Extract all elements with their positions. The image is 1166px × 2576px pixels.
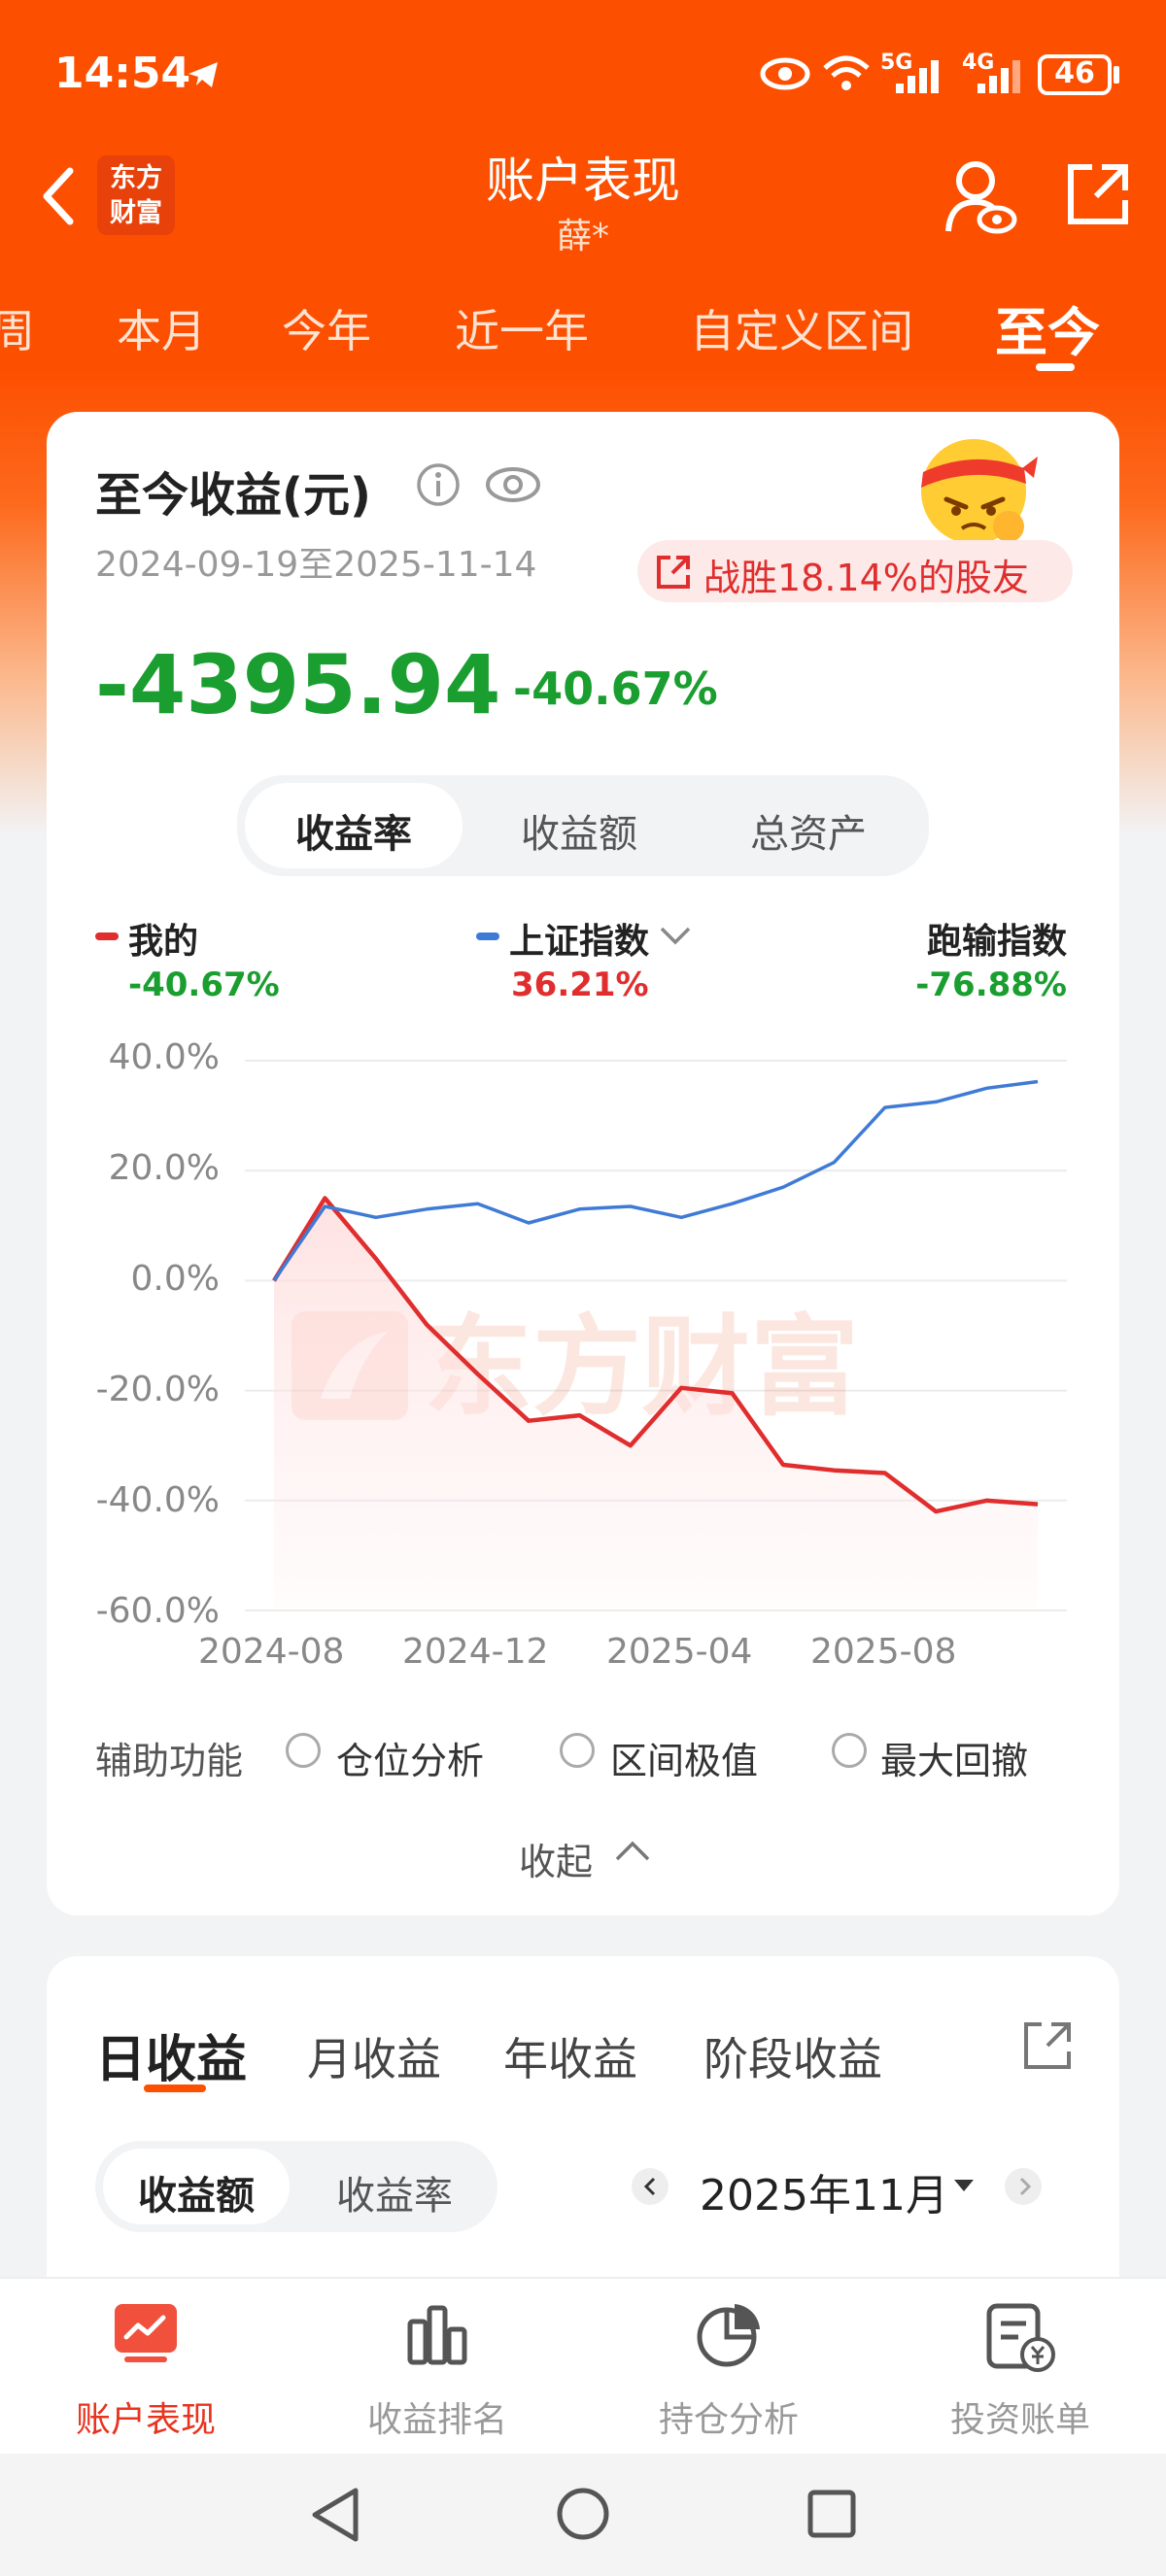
bar-chart-icon [407,2305,467,2365]
pie-chart-icon [697,2304,760,2367]
y-tick-label: -40.0% [95,1480,220,1520]
aux-option-position[interactable]: 仓位分析 [336,1740,485,1782]
mine-area-fill [274,1198,1038,1610]
tab-custom-range[interactable]: 自定义区间 [690,305,913,357]
share-income-icon[interactable] [1020,2018,1075,2073]
income-tab-daily[interactable]: 日收益 [95,2031,248,2089]
y-tick-label: -20.0% [95,1370,220,1409]
income-toggle-amount-label: 收益额 [138,2174,255,2219]
external-link-icon [657,556,690,589]
return-chart[interactable]: 东方财富 [0,0,1166,1671]
signal-icon-2 [977,60,1020,93]
user-view-icon[interactable] [944,157,1018,235]
network-5g-label: 5G [880,51,913,75]
metric-tab-profit-amount[interactable]: 收益额 [521,812,637,857]
nav-label-holding-analysis: 持仓分析 [658,2400,799,2440]
brand-logo: 东方 财富 [97,155,175,235]
summary-card [47,412,1119,1915]
battery-tip [1114,66,1119,84]
series-line-mine [272,1196,1039,1514]
y-tick-label: 0.0% [130,1259,220,1299]
income-tab-yearly[interactable]: 年收益 [503,2033,637,2085]
info-icon[interactable] [416,462,461,507]
y-tick-label: -60.0% [95,1591,220,1631]
network-4g-label: 4G [962,51,995,75]
x-tick-label: 2025-08 [810,1632,957,1672]
back-arrow-icon[interactable] [39,165,78,227]
nav-label-profit-ranking: 收益排名 [366,2400,507,2440]
beat-badge-text: 战胜18.14%的股友 [703,557,1029,599]
caret-down-icon[interactable] [952,2178,976,2193]
total-profit-rate: -40.67% [513,662,718,715]
legend-beat-label: 跑输指数 [926,922,1067,962]
share-icon[interactable] [1063,159,1133,229]
nav-label-investment-bill: 投资账单 [949,2400,1090,2440]
chevron-left-icon [643,2177,656,2196]
radio-max-drawdown[interactable] [832,1733,867,1768]
metric-tab-return-rate-label: 收益率 [295,812,412,857]
tab-to-date[interactable]: 至今 [995,302,1100,363]
system-nav-bar [0,2454,1166,2576]
summary-title: 至今收益(元) [95,468,371,523]
page-title: 账户表现 [486,153,680,209]
eye-status-icon [760,57,810,90]
total-profit-amount: -4395.94 [95,637,501,732]
legend-index-swatch [476,932,499,940]
legend-mine-swatch [95,932,119,940]
x-tick-label: 2025-04 [606,1632,753,1672]
income-toggle-amount[interactable] [103,2149,290,2224]
angry-emoji-icon [921,439,1038,544]
income-tab-indicator [144,2085,206,2092]
battery-icon [1038,54,1112,95]
radio-position-analysis[interactable] [286,1733,321,1768]
aux-option-extremes[interactable]: 区间极值 [610,1740,759,1782]
radio-range-extremes[interactable] [560,1733,595,1768]
status-time: 14:54 [54,49,191,98]
eye-toggle-icon[interactable] [484,464,542,505]
nav-label-account-performance: 账户表现 [75,2400,216,2440]
chart-screen-icon [115,2304,177,2362]
aux-option-drawdown[interactable]: 最大回撤 [880,1740,1029,1782]
wifi-icon [823,55,870,90]
chevron-right-icon [1019,2177,1032,2196]
income-tab-stage[interactable]: 阶段收益 [703,2033,882,2085]
system-home-icon[interactable] [556,2487,610,2541]
x-tick-label: 2024-12 [402,1632,549,1672]
legend-beat-value: -76.88% [915,966,1067,1004]
y-tick-label: 40.0% [108,1037,220,1077]
telegram-icon [189,62,218,87]
beat-badge[interactable] [637,540,1073,602]
bottom-nav [0,2277,1166,2454]
x-tick-label: 2024-08 [198,1632,345,1672]
legend-index-value: 36.21% [511,966,649,1004]
month-prev-button[interactable] [632,2168,669,2205]
aux-title: 辅助功能 [95,1740,244,1782]
account-name: 薛* [556,217,609,256]
date-range: 2024-09-19至2025-11-14 [95,545,537,585]
system-back-icon[interactable] [309,2487,361,2543]
month-next-button[interactable] [1005,2168,1042,2205]
legend-index-label[interactable]: 上证指数 [509,922,650,962]
metric-tab-return-rate[interactable] [245,783,463,868]
month-selector[interactable]: 2025年11月 [700,2171,948,2220]
chevron-down-icon[interactable] [659,925,692,946]
signal-icon [896,60,939,93]
collapse-label[interactable]: 收起 [519,1841,594,1883]
system-recents-icon[interactable] [806,2489,857,2539]
legend-mine-value: -40.67% [128,966,280,1004]
income-tab-monthly[interactable]: 月收益 [307,2033,441,2085]
tab-this-month[interactable]: 本月 [117,305,206,357]
tab-this-year[interactable]: 今年 [282,305,371,357]
income-toggle-rate[interactable]: 收益率 [336,2174,453,2219]
tab-week[interactable]: 周 [0,305,35,357]
metric-tab-total-assets[interactable]: 总资产 [750,812,867,857]
y-tick-label: 20.0% [108,1148,220,1188]
chevron-up-icon[interactable] [614,1840,651,1863]
tab-past-year[interactable]: 近一年 [455,305,589,357]
bill-icon [986,2303,1055,2372]
series-line-index [272,1079,1039,1282]
active-tab-indicator [1036,363,1075,371]
legend-mine-label: 我的 [128,922,199,962]
battery-level: 46 [1054,56,1095,90]
